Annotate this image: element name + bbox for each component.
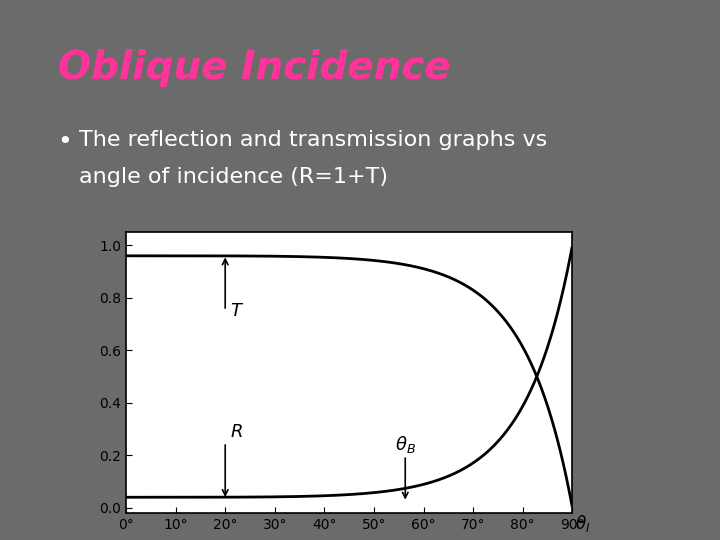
Text: angle of incidence (R=1+T): angle of incidence (R=1+T) (79, 167, 388, 187)
Text: $R$: $R$ (230, 423, 243, 441)
Text: Oblique Incidence: Oblique Incidence (58, 49, 450, 86)
Text: $\theta_I$: $\theta_I$ (575, 513, 590, 534)
Text: The reflection and transmission graphs vs: The reflection and transmission graphs v… (79, 130, 547, 150)
Text: $T$: $T$ (230, 302, 244, 320)
Text: •: • (58, 130, 72, 153)
Text: $\theta_B$: $\theta_B$ (395, 434, 415, 455)
